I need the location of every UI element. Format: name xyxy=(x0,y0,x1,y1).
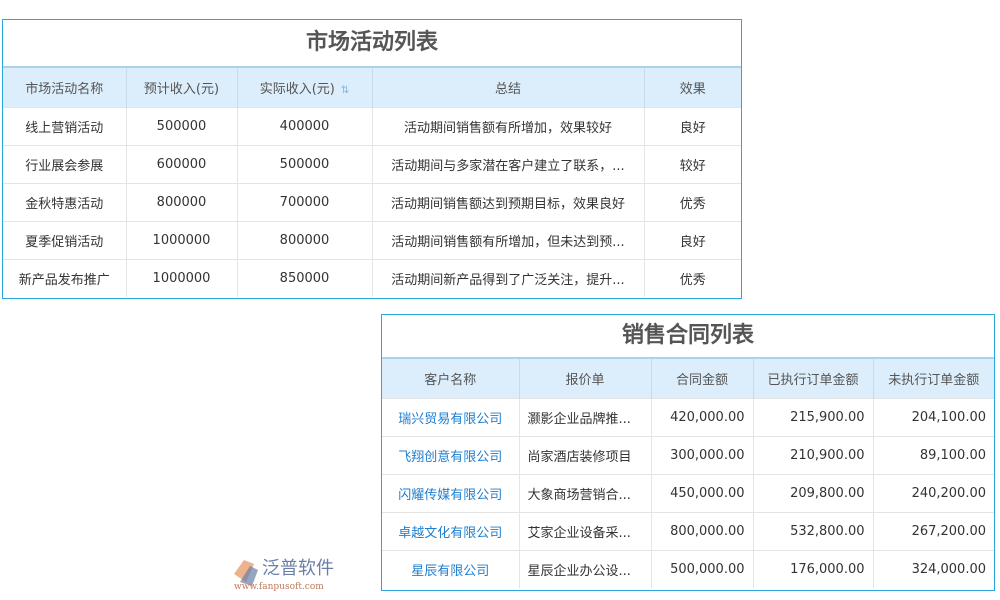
col-header-executed[interactable]: 已执行订单金额 xyxy=(753,359,874,399)
cell: 活动期间新产品得到了广泛关注，提升... xyxy=(372,259,645,297)
cell: 850000 xyxy=(237,259,373,297)
col-header-quote[interactable]: 报价单 xyxy=(519,359,652,399)
table-row[interactable]: 飞翔创意有限公司 尚家酒店装修项目 300,000.00 210,900.00 89,1… xyxy=(382,436,994,475)
customer-link[interactable]: 瑞兴贸易有限公司 xyxy=(382,398,520,437)
svg-text:www.fanpusoft.com: www.fanpusoft.com xyxy=(234,582,324,592)
cell: 89,100.00 xyxy=(873,436,994,475)
table-row[interactable]: 新产品发布推广 1000000 850000 活动期间新产品得到了广泛关注，提升...… xyxy=(3,259,741,297)
cell: 450,000.00 xyxy=(651,474,754,513)
cell: 209,800.00 xyxy=(753,474,874,513)
marketing-title: 市场活动列表 xyxy=(3,20,741,68)
cell: 800000 xyxy=(126,183,238,222)
cell: 420,000.00 xyxy=(651,398,754,437)
cell: 500,000.00 xyxy=(651,550,754,588)
cell: 良好 xyxy=(644,107,741,146)
cell: 较好 xyxy=(644,145,741,184)
table-row[interactable]: 闪耀传媒有限公司 大象商场营销合... 450,000.00 209,800.00 24… xyxy=(382,474,994,513)
customer-link[interactable]: 星辰有限公司 xyxy=(382,550,520,588)
cell: 活动期间销售额有所增加，效果较好 xyxy=(372,107,645,146)
cell: 1000000 xyxy=(126,221,238,260)
cell: 210,900.00 xyxy=(753,436,874,475)
table-row[interactable]: 夏季促销活动 1000000 800000 活动期间销售额有所增加，但未达到预... 良… xyxy=(3,221,741,260)
cell: 1000000 xyxy=(126,259,238,297)
cell: 活动期间与多家潜在客户建立了联系，... xyxy=(372,145,645,184)
customer-link[interactable]: 闪耀传媒有限公司 xyxy=(382,474,520,513)
cell: 优秀 xyxy=(644,183,741,222)
contracts-table: 客户名称 报价单 合同金额 已执行订单金额 未执行订单金额 瑞兴贸易有限公司 灏影… xyxy=(382,359,994,588)
logo-icon: 泛普软件 www.fanpusoft.com xyxy=(234,558,334,592)
cell: 大象商场营销合... xyxy=(519,474,652,513)
cell: 艾家企业设备采... xyxy=(519,512,652,551)
cell: 星辰企业办公设... xyxy=(519,550,652,588)
customer-link[interactable]: 飞翔创意有限公司 xyxy=(382,436,520,475)
table-row[interactable]: 卓越文化有限公司 艾家企业设备采... 800,000.00 532,800.00 26… xyxy=(382,512,994,551)
cell: 新产品发布推广 xyxy=(3,259,127,297)
table-row[interactable]: 瑞兴贸易有限公司 灏影企业品牌推... 420,000.00 215,900.00 20… xyxy=(382,398,994,437)
marketing-activity-panel: 市场活动列表 市场活动名称 预计收入(元) 实际收入(元) ⇅ 总结 效果 线上营… xyxy=(2,19,742,299)
sort-icon[interactable]: ⇅ xyxy=(340,85,350,96)
cell: 优秀 xyxy=(644,259,741,297)
col-header-actual[interactable]: 实际收入(元) ⇅ xyxy=(237,68,373,108)
table-row[interactable]: 星辰有限公司 星辰企业办公设... 500,000.00 176,000.00 324,… xyxy=(382,550,994,588)
cell: 400000 xyxy=(237,107,373,146)
cell: 324,000.00 xyxy=(873,550,994,588)
customer-link[interactable]: 卓越文化有限公司 xyxy=(382,512,520,551)
cell: 215,900.00 xyxy=(753,398,874,437)
col-header-actual-label: 实际收入(元) xyxy=(259,82,335,97)
cell: 夏季促销活动 xyxy=(3,221,127,260)
col-header-unexecuted[interactable]: 未执行订单金额 xyxy=(873,359,994,399)
cell: 240,200.00 xyxy=(873,474,994,513)
table-row[interactable]: 金秋特惠活动 800000 700000 活动期间销售额达到预期目标，效果良好 优秀 xyxy=(3,183,741,222)
fanpusoft-watermark-logo: 泛普软件 www.fanpusoft.com xyxy=(230,552,355,592)
cell: 800000 xyxy=(237,221,373,260)
cell: 活动期间销售额达到预期目标，效果良好 xyxy=(372,183,645,222)
cell: 532,800.00 xyxy=(753,512,874,551)
cell: 尚家酒店装修项目 xyxy=(519,436,652,475)
cell: 500000 xyxy=(237,145,373,184)
table-row[interactable]: 线上营销活动 500000 400000 活动期间销售额有所增加，效果较好 良好 xyxy=(3,107,741,146)
svg-text:泛普软件: 泛普软件 xyxy=(262,558,334,579)
col-header-contract-amount[interactable]: 合同金额 xyxy=(651,359,754,399)
cell: 灏影企业品牌推... xyxy=(519,398,652,437)
cell: 金秋特惠活动 xyxy=(3,183,127,222)
col-header-name[interactable]: 市场活动名称 xyxy=(3,68,127,108)
cell: 204,100.00 xyxy=(873,398,994,437)
cell: 176,000.00 xyxy=(753,550,874,588)
cell: 线上营销活动 xyxy=(3,107,127,146)
cell: 良好 xyxy=(644,221,741,260)
cell: 行业展会参展 xyxy=(3,145,127,184)
cell: 500000 xyxy=(126,107,238,146)
col-header-effect[interactable]: 效果 xyxy=(644,68,741,108)
contracts-title: 销售合同列表 xyxy=(382,315,994,359)
cell: 267,200.00 xyxy=(873,512,994,551)
cell: 700000 xyxy=(237,183,373,222)
cell: 活动期间销售额有所增加，但未达到预... xyxy=(372,221,645,260)
table-row[interactable]: 行业展会参展 600000 500000 活动期间与多家潜在客户建立了联系，... 较好 xyxy=(3,145,741,184)
marketing-table: 市场活动名称 预计收入(元) 实际收入(元) ⇅ 总结 效果 线上营销活动 5000… xyxy=(3,68,741,297)
cell: 300,000.00 xyxy=(651,436,754,475)
cell: 600000 xyxy=(126,145,238,184)
cell: 800,000.00 xyxy=(651,512,754,551)
sales-contract-panel: 销售合同列表 客户名称 报价单 合同金额 已执行订单金额 未执行订单金额 瑞兴贸… xyxy=(381,314,995,591)
col-header-expected[interactable]: 预计收入(元) xyxy=(126,68,238,108)
col-header-summary[interactable]: 总结 xyxy=(372,68,645,108)
col-header-customer[interactable]: 客户名称 xyxy=(382,359,520,399)
